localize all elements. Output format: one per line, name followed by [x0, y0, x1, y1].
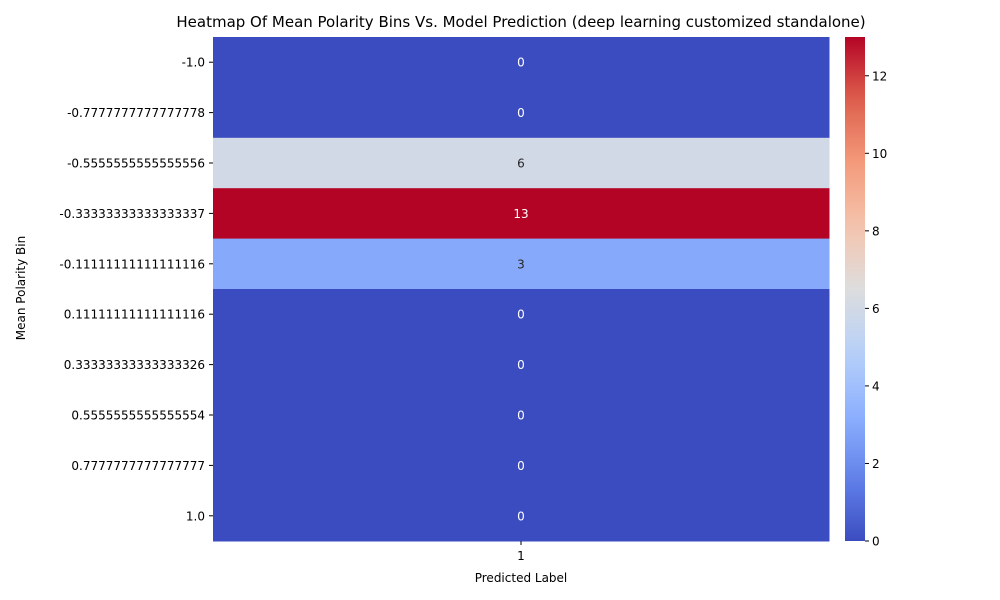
colorbar-tick-label: 6: [872, 302, 880, 316]
x-axis-ticks: 1: [517, 541, 525, 563]
cell-value-label: 0: [517, 409, 525, 423]
heatmap-cell: [213, 289, 830, 340]
cell-value-label: 0: [517, 308, 525, 322]
y-tick-label: -0.33333333333333337: [59, 207, 205, 221]
cell-value-label: 6: [517, 157, 525, 171]
colorbar-tick-label: 12: [872, 69, 887, 83]
heatmap-cell: [213, 238, 830, 290]
y-tick-label: 0.7777777777777777: [71, 459, 205, 473]
heatmap-cell: [213, 339, 830, 391]
cell-value-label: 3: [517, 257, 525, 271]
y-tick-label: -0.5555555555555556: [67, 157, 205, 171]
heatmap-cell-labels: 0 0 6 13 3 0 0 0 0 0: [513, 56, 528, 524]
heatmap-cell: [213, 137, 830, 189]
heatmap-cells: [213, 37, 830, 542]
y-tick-label: -0.11111111111111116: [59, 257, 205, 271]
colorbar-tick-label: 2: [872, 457, 880, 471]
y-tick-label: 0.5555555555555554: [71, 409, 205, 423]
colorbar-tick-label: 8: [872, 224, 880, 238]
y-tick-label: -1.0: [182, 56, 205, 70]
cell-value-label: 13: [513, 207, 528, 221]
y-tick-label: 0.11111111111111116: [64, 308, 205, 322]
colorbar-tick-label: 4: [872, 379, 880, 393]
cell-value-label: 0: [517, 106, 525, 120]
colorbar-tick-label: 10: [872, 147, 887, 161]
colorbar: [845, 37, 865, 541]
heatmap-cell: [213, 37, 830, 88]
heatmap-cell: [213, 188, 830, 240]
y-axis-label: Mean Polarity Bin: [14, 236, 28, 340]
x-axis-label: Predicted Label: [475, 571, 568, 585]
y-axis-ticks: -1.0 -0.7777777777777778 -0.55555555555555…: [59, 56, 213, 523]
cell-value-label: 0: [517, 509, 525, 523]
x-tick-label: 1: [517, 549, 525, 563]
y-tick-label: -0.7777777777777778: [67, 106, 205, 120]
heatmap-cell: [213, 87, 830, 139]
cell-value-label: 0: [517, 459, 525, 473]
y-tick-label: 1.0: [186, 509, 205, 523]
colorbar-tick-label: 0: [872, 535, 880, 549]
heatmap-cell: [213, 440, 830, 492]
y-tick-label: 0.33333333333333326: [64, 358, 205, 372]
heatmap-cell: [213, 389, 830, 441]
colorbar-ticks: 0 2 4 6 8 10 12: [865, 69, 887, 549]
heatmap-cell: [213, 490, 830, 542]
cell-value-label: 0: [517, 56, 525, 70]
chart-title: Heatmap Of Mean Polarity Bins Vs. Model …: [176, 13, 865, 31]
cell-value-label: 0: [517, 358, 525, 372]
